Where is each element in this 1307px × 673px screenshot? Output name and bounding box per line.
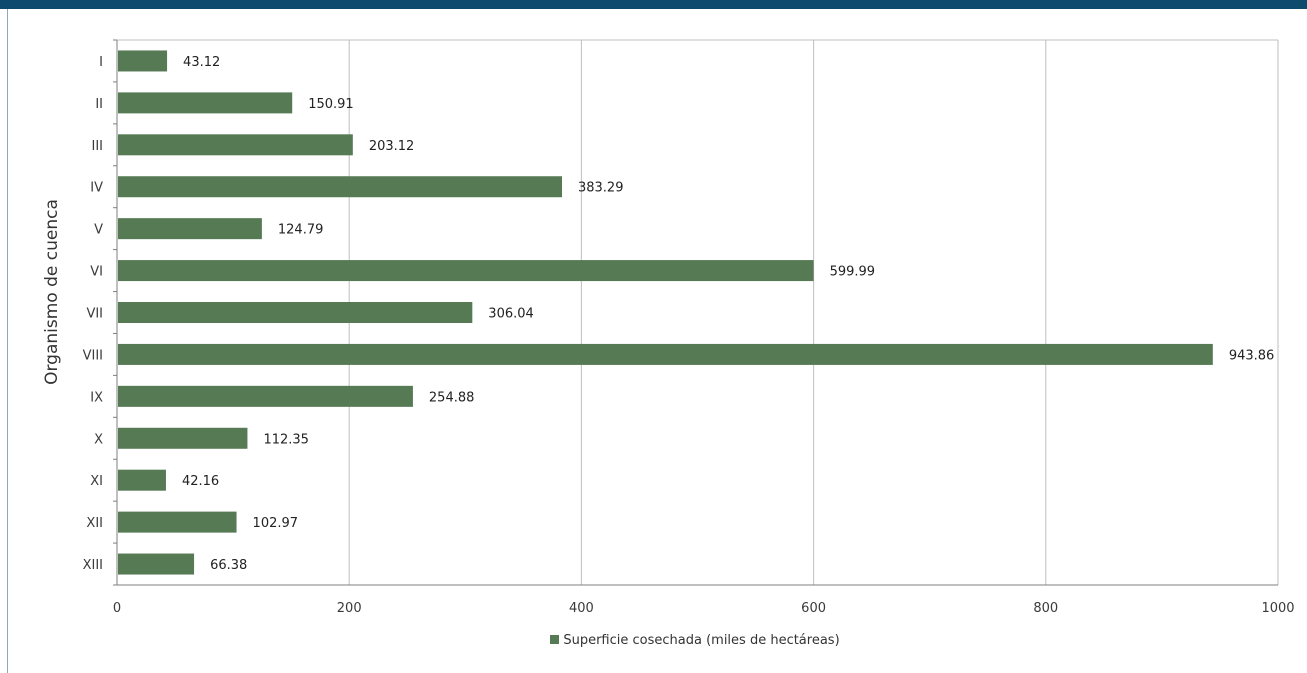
data-label-XI: 42.16: [182, 474, 219, 489]
category-label-III: III: [91, 139, 103, 154]
category-label-XIII: XIII: [83, 558, 103, 573]
header-bar: [0, 0, 1307, 9]
category-label-XII: XII: [86, 516, 103, 531]
legend: Superficie cosechada (miles de hectáreas…: [0, 633, 1307, 648]
data-labels: 43.12 150.91 203.12 383.29 124.79 599.99 306.0…: [182, 55, 1274, 573]
legend-swatch: [550, 635, 560, 644]
x-tick-label: 600: [801, 601, 826, 616]
category-label-IV: IV: [90, 181, 103, 196]
category-label-XI: XI: [90, 474, 103, 489]
bar-IX: [118, 385, 413, 407]
bar-XI: [118, 469, 166, 491]
data-label-IX: 254.88: [429, 390, 475, 405]
data-label-X: 112.35: [263, 432, 309, 447]
bar-VI: [118, 260, 814, 282]
data-label-II: 150.91: [308, 97, 354, 112]
category-label-V: V: [94, 223, 103, 238]
data-label-I: 43.12: [183, 55, 220, 70]
data-label-V: 124.79: [278, 223, 324, 238]
category-label-X: X: [94, 432, 103, 447]
y-axis-title: Organismo de cuenca: [42, 199, 62, 385]
x-tick-labels: 0 200 400 600 800 1000: [113, 601, 1295, 616]
category-label-VI: VI: [90, 265, 103, 280]
bar-X: [118, 427, 248, 449]
data-label-XIII: 66.38: [210, 558, 247, 573]
data-label-III: 203.12: [369, 139, 415, 154]
bar-IV: [118, 176, 562, 198]
bar-I: [118, 50, 168, 72]
category-label-II: II: [95, 97, 103, 112]
data-label-XII: 102.97: [253, 516, 298, 531]
category-label-VIII: VIII: [83, 348, 103, 363]
category-label-VII: VII: [86, 307, 103, 322]
bar-II: [118, 92, 293, 114]
bar-VIII: [118, 343, 1213, 365]
x-tick-label: 200: [337, 601, 362, 616]
bar-XII: [118, 511, 237, 533]
category-label-I: I: [99, 55, 103, 70]
x-tick-label: 0: [113, 601, 121, 616]
x-tick-label: 400: [569, 601, 594, 616]
legend-label: Superficie cosechada (miles de hectáreas…: [563, 633, 840, 648]
data-label-VII: 306.04: [488, 307, 534, 322]
data-label-IV: 383.29: [578, 181, 624, 196]
frame-border: [7, 9, 8, 673]
x-tick-label: 1000: [1261, 601, 1294, 616]
bar-XIII: [118, 553, 195, 575]
bars: [118, 50, 1213, 575]
x-tick-label: 800: [1033, 601, 1058, 616]
bar-VII: [118, 302, 473, 323]
category-label-IX: IX: [90, 390, 103, 405]
bar-V: [118, 218, 262, 240]
data-label-VI: 599.99: [830, 265, 876, 280]
data-label-VIII: 943.86: [1229, 348, 1275, 363]
bar-III: [118, 134, 353, 156]
